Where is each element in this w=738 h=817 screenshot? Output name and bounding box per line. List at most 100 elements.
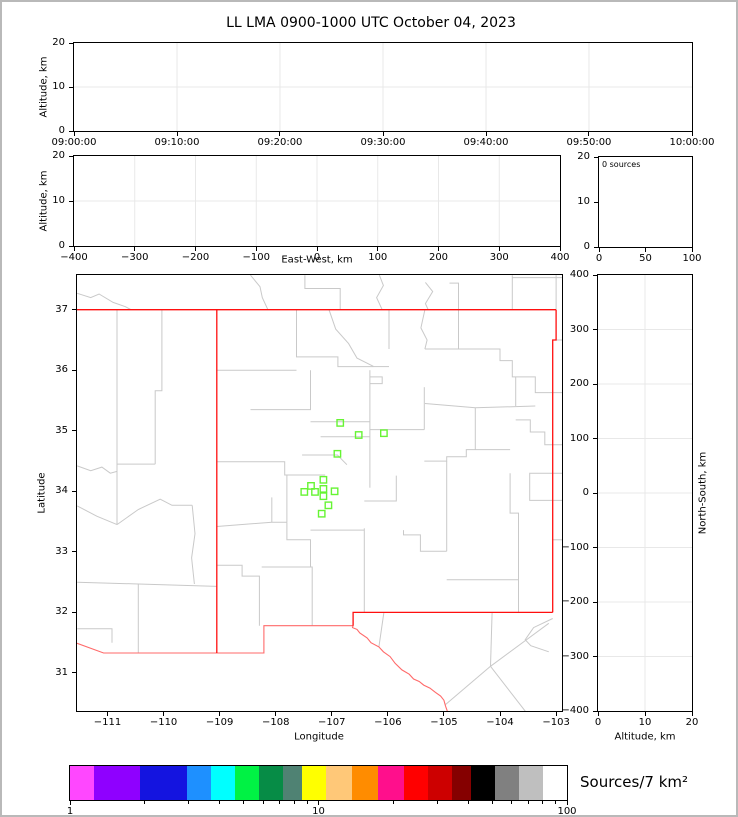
time_altitude-plot-area <box>74 43 692 131</box>
colorbar-segment-2 <box>93 766 140 800</box>
ew_altitude-xtick <box>498 247 500 251</box>
colorbar-segment-3 <box>139 766 188 800</box>
ew_altitude-xtick <box>316 247 318 251</box>
map-xtick <box>219 712 221 716</box>
ew_altitude-xtick <box>559 247 561 251</box>
ew_altitude-xtick <box>377 247 379 251</box>
time_altitude-panel <box>73 42 693 132</box>
sources_hist-ytick <box>594 201 598 203</box>
map-lightning-source-markers <box>300 418 388 518</box>
colorbar-tick-label: 100 <box>557 806 577 817</box>
sources_hist-xtick-label: 0 <box>595 253 603 264</box>
lightning-source-marker <box>336 418 345 427</box>
colorbar-segment-12 <box>377 766 404 800</box>
sources_hist-panel <box>598 156 693 248</box>
north_south-ytick-label: 400 <box>569 269 589 280</box>
colorbar-segment-1 <box>70 766 94 800</box>
time_altitude-xtick-label: 10:00:00 <box>669 137 715 148</box>
colorbar-tick-label: 1 <box>66 806 74 817</box>
colorbar-minor-tick <box>392 801 394 804</box>
colorbar-segment-7 <box>258 766 283 800</box>
ew-panel-xlabel: East-West, km <box>281 254 353 266</box>
lightning-source-marker <box>333 449 342 458</box>
map-ytick-label: 31 <box>55 666 68 678</box>
ew_altitude-panel <box>73 155 561 247</box>
sources_hist-ytick-label: 20 <box>577 151 590 162</box>
time_altitude-xtick <box>279 132 281 136</box>
map-plot-area <box>77 275 562 711</box>
map-xtick-label: −108 <box>261 717 290 728</box>
sources_hist-xtick <box>645 248 646 252</box>
north_south-plot-area <box>598 275 692 711</box>
lightning-source-marker <box>354 431 363 439</box>
map-ytick-label: 34 <box>55 485 68 497</box>
ns-panel-ylabel: North-South, km <box>697 451 709 535</box>
sources_hist-xtick-label: 100 <box>682 253 702 264</box>
lightning-source-marker <box>319 484 328 493</box>
ew_altitude-ytick-label: 20 <box>52 150 65 161</box>
lightning-source-marker <box>317 509 326 518</box>
colorbar-minor-tick <box>555 801 557 804</box>
map-ytick-label: 37 <box>55 303 68 315</box>
ew_altitude-xtick <box>73 247 75 251</box>
ew_altitude-xtick-label: 300 <box>489 252 509 263</box>
north_south-ytick-label: −400 <box>561 705 589 716</box>
ew_altitude-xtick-label: 400 <box>550 252 570 263</box>
sources_hist-ytick <box>594 246 598 248</box>
sources_hist-xtick <box>598 248 600 252</box>
north_south-ytick-label: 0 <box>582 487 589 498</box>
map-state-border <box>77 309 557 653</box>
map-ytick <box>72 490 76 492</box>
ew_altitude-xtick-label: −400 <box>60 252 88 263</box>
ew_altitude-xtick-label: −100 <box>242 252 270 263</box>
map-xtick-label: −105 <box>430 717 458 728</box>
time_altitude-xtick <box>382 132 384 136</box>
ew_altitude-ytick-label: 0 <box>58 240 65 251</box>
map-ytick <box>72 309 76 311</box>
colorbar-segment-15 <box>451 766 471 800</box>
ew_altitude-ytick-label: 10 <box>52 195 65 206</box>
map-xlabel: Longitude <box>294 731 344 743</box>
time_altitude-xtick-label: 09:50:00 <box>566 137 612 148</box>
sources_hist-xtick <box>691 248 693 252</box>
colorbar-segment-6 <box>234 766 259 800</box>
lightning-source-marker <box>319 492 328 501</box>
map-ytick <box>72 672 76 674</box>
colorbar-segment-18 <box>518 766 543 800</box>
north_south-ytick <box>593 492 597 494</box>
sources_hist-ytick-label: 10 <box>577 196 590 207</box>
time_altitude-xtick-label: 09:30:00 <box>360 137 406 148</box>
colorbar-segment-10 <box>325 766 352 800</box>
time_altitude-xtick-label: 09:10:00 <box>154 137 200 148</box>
colorbar-segment-5 <box>211 766 235 800</box>
colorbar-minor-tick <box>511 801 513 804</box>
colorbar-minor-tick <box>293 801 295 804</box>
sources_hist-xtick-label: 50 <box>639 253 652 264</box>
sources_hist-ytick-label: 0 <box>583 241 590 252</box>
ew_altitude-xtick-label: 0 <box>313 252 321 263</box>
colorbar-segment-17 <box>494 766 519 800</box>
colorbar-segment-8 <box>282 766 303 800</box>
time_altitude-ytick-label: 10 <box>52 81 65 92</box>
ns-panel-xlabel: Altitude, km <box>614 731 676 743</box>
map-xtick-label: −111 <box>93 717 122 728</box>
time_altitude-ytick-label: 20 <box>52 37 65 48</box>
colorbar-minor-tick <box>279 801 281 804</box>
north_south-xtick-label: 0 <box>594 717 602 728</box>
lightning-source-marker <box>307 481 315 490</box>
north_south-ytick <box>593 383 597 385</box>
north_south-xtick-label: 10 <box>638 717 652 728</box>
map-xtick <box>163 712 165 716</box>
colorbar-segment-4 <box>187 766 212 800</box>
colorbar-minor-tick <box>306 801 308 804</box>
north_south-ytick-label: −200 <box>561 596 589 607</box>
map-panel <box>76 274 563 712</box>
colorbar-minor-tick <box>262 801 264 804</box>
ew_altitude-ytick <box>69 200 73 202</box>
north_south-xtick <box>597 712 599 716</box>
time_altitude-xtick <box>485 132 487 136</box>
map-xtick <box>387 712 389 716</box>
ew_altitude-xtick <box>255 247 257 251</box>
time_altitude-ytick <box>69 130 73 132</box>
map-ytick-label: 33 <box>55 545 68 557</box>
